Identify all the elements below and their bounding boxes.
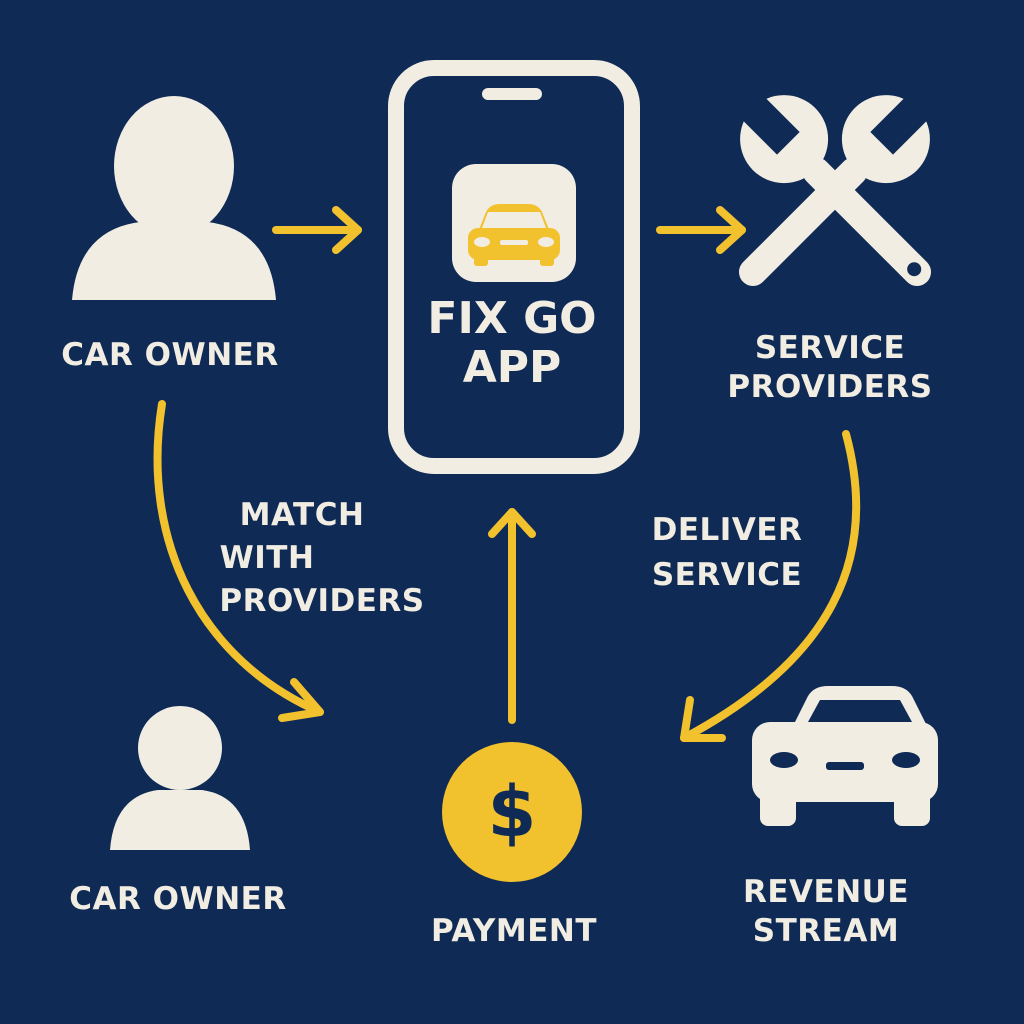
- app-title-line-2: APP: [462, 342, 562, 394]
- match-with-providers-label: MATCH WITH PROVIDERS: [179, 494, 424, 622]
- service-providers-label: SERVICE PROVIDERS: [727, 329, 932, 407]
- match-line-3: PROVIDERS: [219, 582, 425, 619]
- wrench-icon: [736, 91, 934, 287]
- revenue-stream-line-1: REVENUE: [742, 874, 910, 910]
- car-owner-bottom-label: CAR OWNER: [69, 880, 286, 919]
- app-title-line-1: FIX GO: [427, 293, 597, 344]
- car-owner-top-text: CAR OWNER: [61, 337, 279, 373]
- revenue-stream-line-2: STREAM: [752, 912, 900, 949]
- arrow-match-with-providers: [153, 400, 324, 722]
- user-icon: [110, 706, 250, 850]
- payment-text: PAYMENT: [431, 913, 597, 949]
- app-title: FIX GO APP: [427, 294, 596, 393]
- payment-label: PAYMENT: [431, 912, 597, 951]
- service-providers-line-1: SERVICE: [754, 330, 906, 366]
- match-line-2: WITH: [219, 539, 315, 576]
- svg-text:$: $: [488, 771, 537, 853]
- arrow-deliver-service: [680, 430, 861, 742]
- car-owner-top-label: CAR OWNER: [61, 336, 278, 375]
- deliver-line-2: SERVICE: [651, 556, 803, 593]
- service-providers-line-2: PROVIDERS: [727, 368, 933, 405]
- arrow-owner-to-app: [272, 206, 362, 254]
- arrow-payment-to-app: [488, 508, 536, 724]
- phone-icon: [388, 60, 640, 474]
- car-icon: [752, 686, 938, 826]
- car-app-icon: [452, 164, 576, 282]
- car-owner-bottom-text: CAR OWNER: [69, 881, 287, 917]
- match-line-1: MATCH: [239, 497, 365, 533]
- revenue-stream-label: REVENUE STREAM: [743, 873, 909, 951]
- deliver-service-label: DELIVER SERVICE: [652, 508, 803, 598]
- deliver-line-1: DELIVER: [651, 512, 803, 548]
- dollar-coin-icon: $: [442, 742, 582, 882]
- arrow-app-to-providers: [656, 206, 746, 254]
- user-icon: [72, 96, 276, 300]
